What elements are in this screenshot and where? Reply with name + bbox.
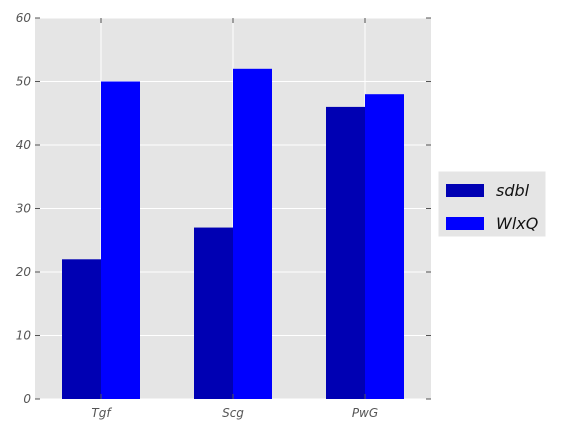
y-tick-label: 50 xyxy=(16,75,32,89)
x-tick-label: Tgf xyxy=(91,406,112,420)
legend-label: WlxQ xyxy=(496,214,538,233)
bar-sdbl-PwG xyxy=(326,107,365,399)
y-tick-label: 0 xyxy=(23,392,31,406)
y-tick-label: 60 xyxy=(16,11,32,25)
bar-sdbl-Scg xyxy=(194,228,233,399)
y-tick-label: 10 xyxy=(16,329,32,343)
x-tick-label: Scg xyxy=(222,406,244,420)
legend-label: sdbl xyxy=(496,181,530,200)
x-tick-label: PwG xyxy=(352,406,378,420)
bar-WlxQ-Tgf xyxy=(101,82,140,400)
bar-sdbl-Tgf xyxy=(62,259,101,399)
legend-swatch xyxy=(446,217,484,230)
y-tick-label: 30 xyxy=(16,202,32,216)
x-axis: Tgf Scg PwG xyxy=(91,406,378,420)
bars-group xyxy=(62,69,404,399)
y-tick-label: 20 xyxy=(16,265,32,279)
y-tick-label: 40 xyxy=(16,138,32,152)
bar-WlxQ-Scg xyxy=(233,69,272,399)
legend: sdbl WlxQ xyxy=(438,171,546,237)
bar-WlxQ-PwG xyxy=(365,94,404,399)
y-axis: 0 10 20 30 40 50 60 xyxy=(16,11,32,406)
legend-swatch xyxy=(446,184,484,197)
